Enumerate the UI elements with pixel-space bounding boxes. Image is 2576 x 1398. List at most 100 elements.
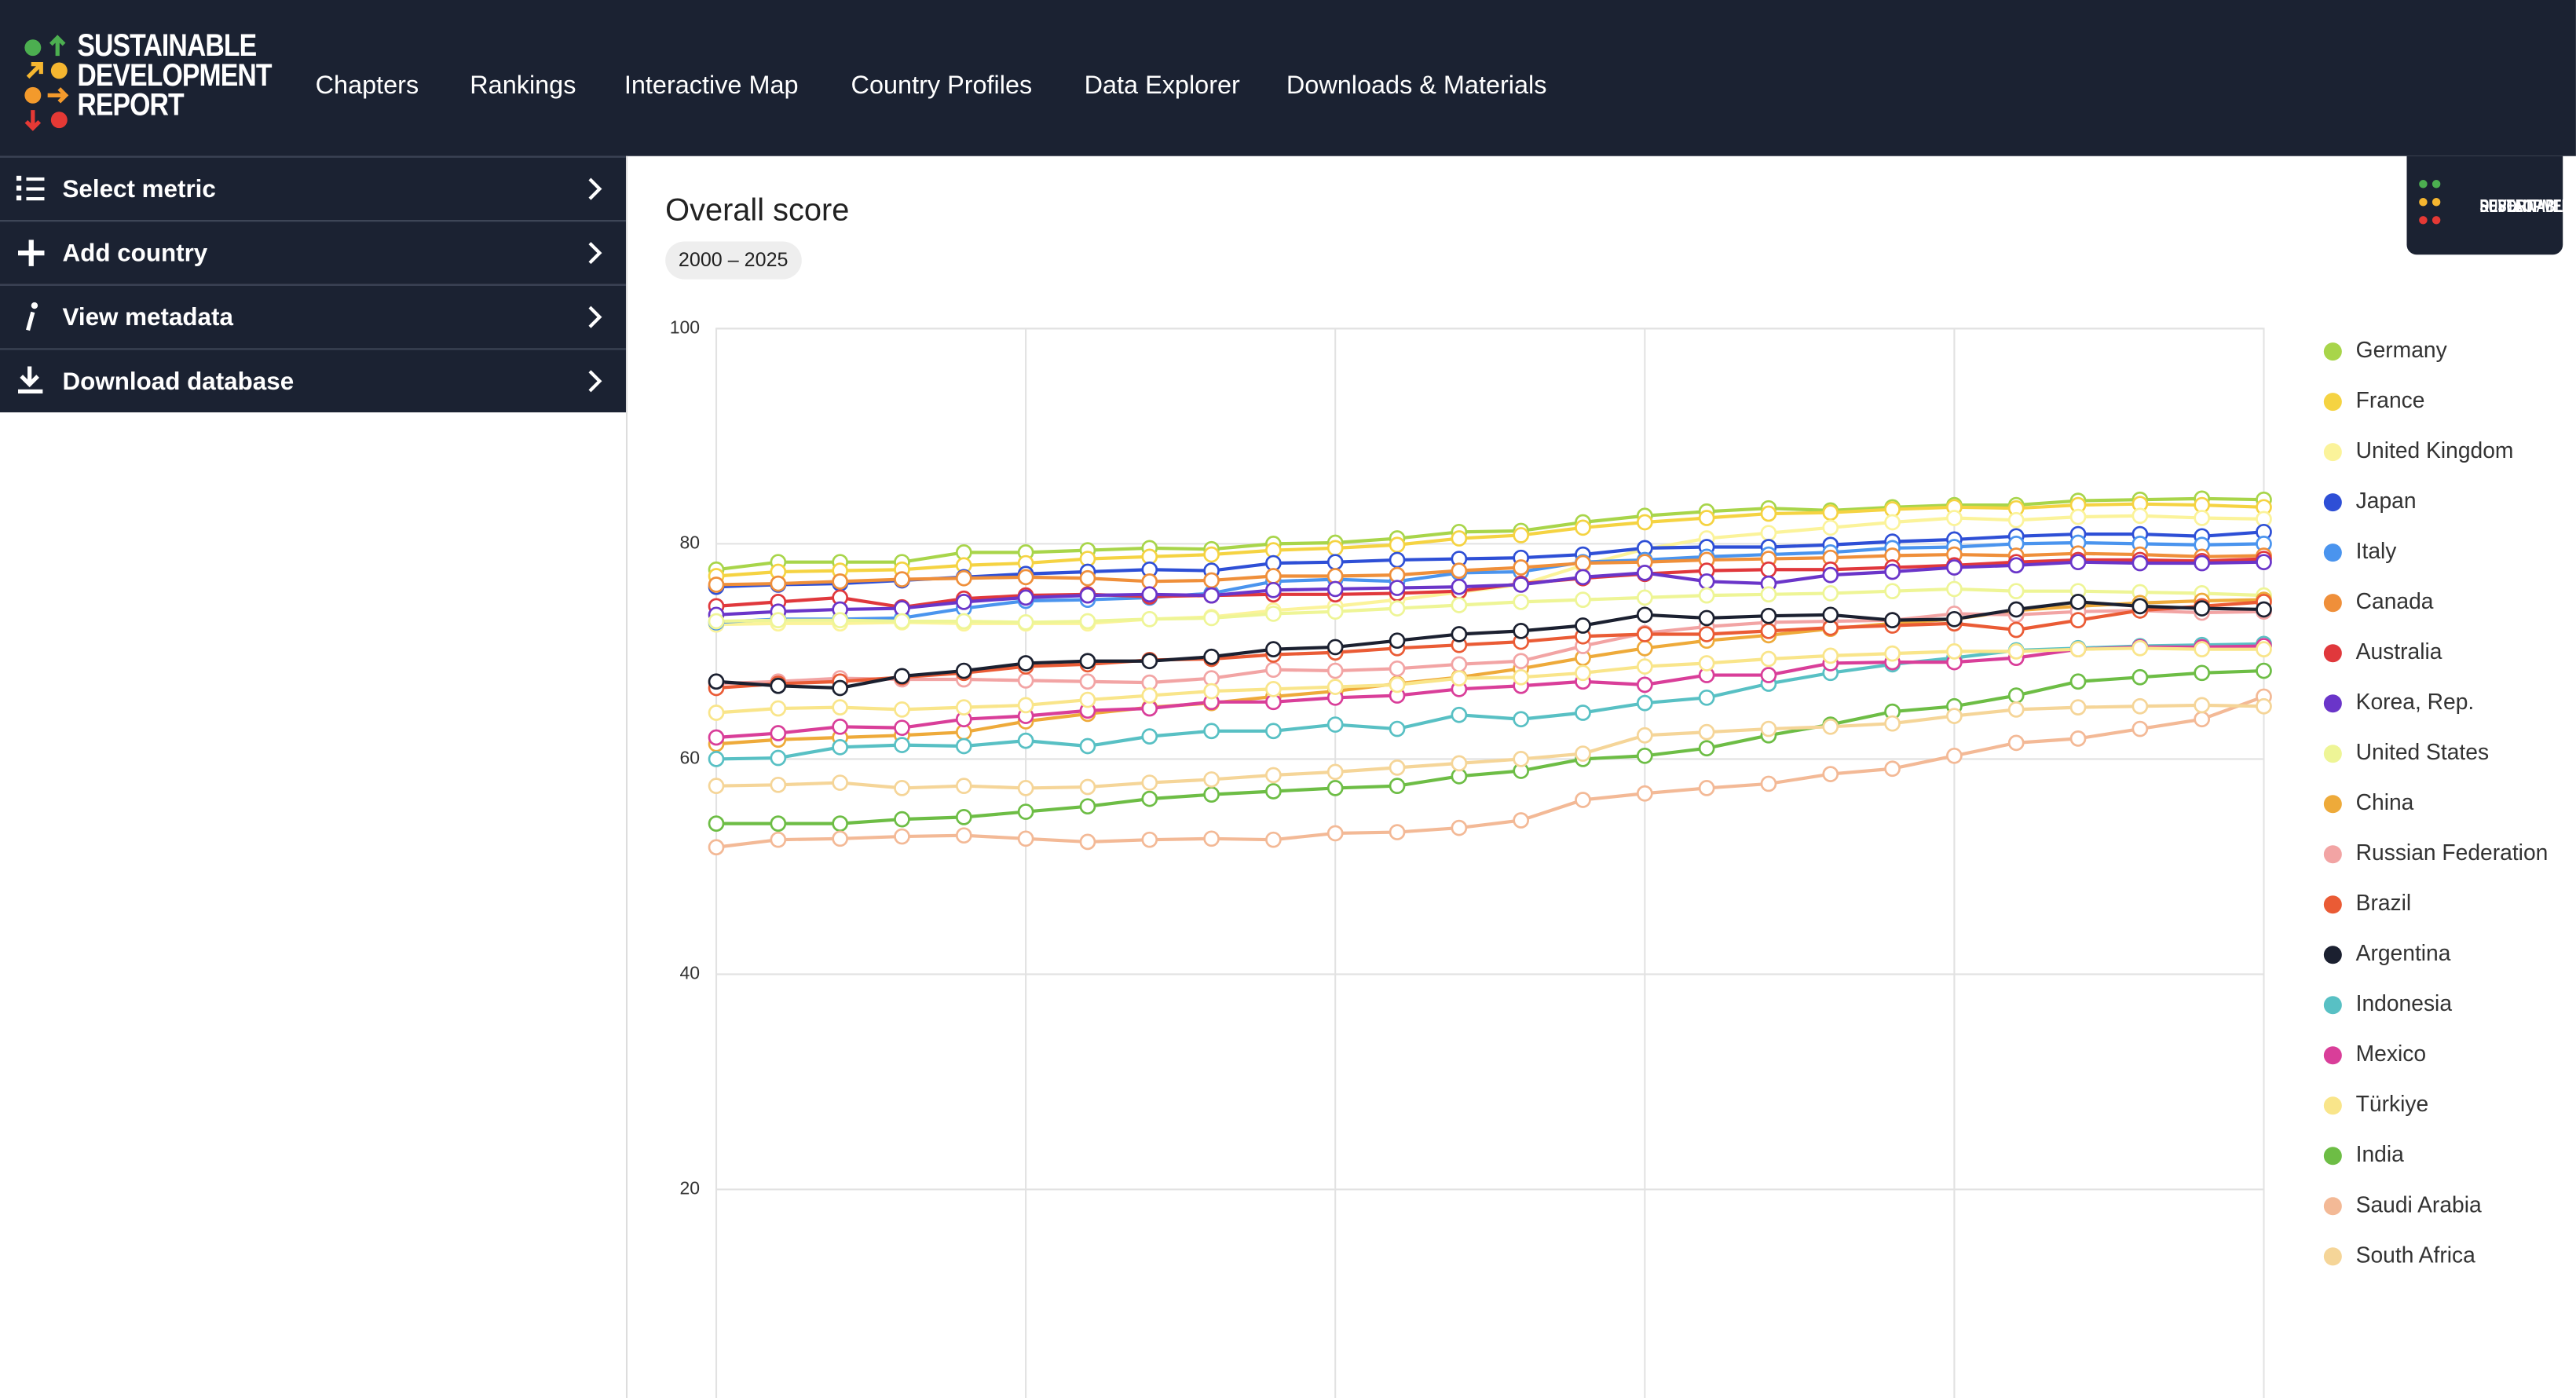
sidebar-item[interactable]: View metadata bbox=[0, 284, 626, 349]
legend-swatch bbox=[2323, 895, 2342, 914]
sidebar-item[interactable]: Select metric bbox=[0, 156, 626, 221]
data-point bbox=[2007, 557, 2025, 574]
data-point bbox=[1884, 760, 1901, 778]
data-point bbox=[1203, 786, 1220, 803]
logo-line: SUSTAINABLE bbox=[77, 29, 257, 64]
data-point bbox=[2256, 554, 2272, 571]
data-point bbox=[2131, 668, 2149, 686]
data-point bbox=[1141, 728, 1158, 745]
nav-link[interactable]: Downloads & Materials bbox=[1286, 72, 1547, 101]
data-point bbox=[1017, 732, 1034, 749]
data-point bbox=[770, 831, 787, 848]
series-line bbox=[715, 644, 2264, 740]
nav-link[interactable]: Interactive Map bbox=[624, 72, 799, 101]
legend-swatch bbox=[2323, 745, 2342, 763]
nav-link[interactable]: Rankings bbox=[470, 72, 576, 101]
data-point bbox=[1326, 603, 1344, 620]
data-point bbox=[1451, 670, 1468, 687]
nav-link[interactable]: Country Profiles bbox=[851, 72, 1033, 101]
data-point bbox=[1946, 643, 1963, 660]
data-point bbox=[1760, 775, 1777, 792]
y-tick-label: 80 bbox=[680, 532, 701, 552]
data-point bbox=[2069, 554, 2087, 571]
data-point bbox=[1326, 679, 1344, 695]
data-point bbox=[894, 719, 910, 737]
series-line bbox=[715, 600, 2264, 690]
sidebar-item[interactable]: Add country bbox=[0, 220, 626, 284]
legend-swatch bbox=[2323, 1147, 2342, 1166]
data-point bbox=[1326, 825, 1344, 842]
data-point bbox=[1389, 632, 1406, 650]
data-point bbox=[1079, 673, 1096, 690]
data-point bbox=[955, 809, 972, 825]
data-point bbox=[832, 718, 849, 735]
logo-icon bbox=[2419, 180, 2441, 225]
data-point bbox=[894, 737, 910, 753]
data-point bbox=[1760, 720, 1777, 737]
data-point bbox=[2069, 673, 2087, 690]
data-point bbox=[770, 815, 787, 832]
data-point bbox=[1698, 609, 1715, 627]
data-point bbox=[1513, 668, 1530, 686]
data-point bbox=[1884, 612, 1901, 629]
nav-link[interactable]: Data Explorer bbox=[1084, 72, 1240, 101]
data-point bbox=[2256, 601, 2272, 618]
data-point bbox=[1575, 591, 1591, 608]
data-point bbox=[1326, 554, 1344, 571]
legend-label: Indonesia bbox=[2356, 990, 2453, 1016]
data-point bbox=[1079, 569, 1096, 587]
data-point bbox=[1822, 766, 1839, 782]
data-point bbox=[832, 815, 849, 832]
data-point bbox=[955, 662, 972, 679]
legend-swatch bbox=[2323, 1247, 2342, 1266]
data-point bbox=[1203, 587, 1220, 604]
data-point bbox=[2194, 600, 2211, 617]
data-point bbox=[1265, 783, 1282, 800]
data-point bbox=[1760, 505, 1777, 522]
data-point bbox=[770, 776, 787, 793]
chevron bbox=[588, 242, 602, 265]
data-point bbox=[1946, 747, 1963, 764]
data-point bbox=[1079, 737, 1096, 755]
data-point bbox=[955, 699, 972, 715]
legend-swatch bbox=[2323, 493, 2342, 512]
data-point bbox=[1141, 610, 1158, 628]
data-point bbox=[1822, 566, 1839, 584]
data-point bbox=[2007, 701, 2025, 718]
data-point bbox=[1760, 561, 1777, 578]
data-point bbox=[2131, 720, 2149, 737]
legend-swatch bbox=[2323, 1046, 2342, 1065]
nav-link[interactable]: Chapters bbox=[315, 72, 419, 101]
legend-label: United States bbox=[2356, 739, 2489, 764]
data-point bbox=[1636, 785, 1653, 802]
data-point bbox=[1326, 763, 1344, 781]
data-point bbox=[1698, 740, 1715, 757]
data-point bbox=[1265, 661, 1282, 679]
data-point bbox=[1389, 720, 1406, 737]
data-point bbox=[1389, 551, 1406, 569]
data-point bbox=[1822, 718, 1839, 735]
data-point bbox=[2131, 697, 2149, 715]
data-point bbox=[1451, 578, 1468, 595]
icon bbox=[18, 240, 45, 266]
data-point bbox=[708, 751, 725, 767]
data-point bbox=[1575, 745, 1591, 762]
data-point bbox=[1822, 647, 1839, 664]
data-point bbox=[1265, 767, 1282, 784]
data-point bbox=[1451, 597, 1468, 613]
data-point bbox=[1513, 812, 1530, 829]
data-point bbox=[955, 778, 972, 795]
series-line bbox=[715, 694, 2265, 849]
series-line bbox=[715, 560, 2264, 617]
y-tick-label: 60 bbox=[680, 747, 701, 767]
data-point bbox=[1389, 600, 1406, 617]
data-point bbox=[1451, 755, 1468, 772]
data-point bbox=[1203, 830, 1220, 847]
data-point bbox=[1636, 694, 1653, 712]
sidebar-item[interactable]: Download database bbox=[0, 348, 626, 413]
data-point bbox=[832, 830, 849, 847]
data-point bbox=[1389, 778, 1406, 795]
data-point bbox=[2069, 730, 2087, 747]
legend-label: China bbox=[2356, 789, 2414, 814]
data-point bbox=[894, 571, 910, 587]
